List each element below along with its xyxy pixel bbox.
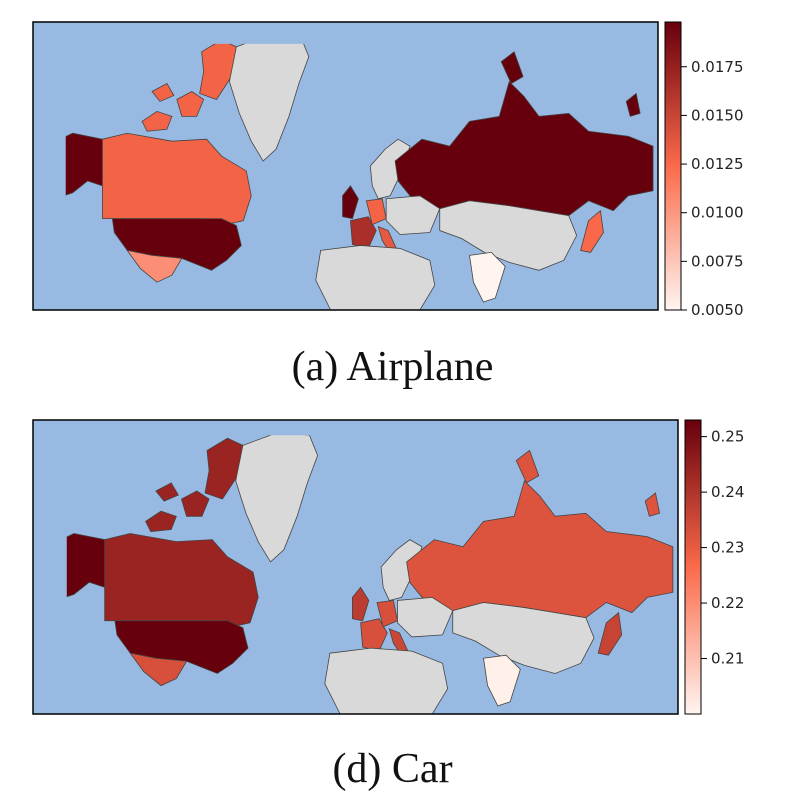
colorbar-tick-label: 0.0125 [691,155,744,173]
country-china [439,200,578,271]
country-canada-2 [180,490,210,517]
country-mexico [129,652,188,687]
country-alaska [66,533,106,598]
country-greenland [229,43,310,162]
panel-airplane: 0.0050 0.0075 0.0100 0.0125 0.0150 0.0175 (a)… [32,21,744,390]
country-mexico [126,249,183,283]
caption-car: (d) Car [332,746,453,792]
country-canada-4 [151,83,175,102]
country-europe-other [385,195,441,235]
colorbar-tick-label: 0.0175 [691,58,744,76]
country-canada-3 [199,43,237,100]
colorbar-tick-label: 0.0100 [691,204,744,222]
country-canada-2 [176,91,205,117]
country-japan [580,209,604,253]
country-japan [597,611,623,656]
country-uk [342,185,359,220]
country-china [452,602,595,674]
panel-car: 0.21 0.22 0.23 0.24 0.25 (d) Car [0,405,800,800]
country-india [483,654,521,707]
map-area-a [32,21,659,311]
colorbar-tick-label: 0.23 [711,539,744,557]
colorbar-d: 0.21 0.22 0.23 0.24 0.25 [684,419,744,715]
country-france [360,618,388,652]
country-canada-1 [141,110,173,132]
country-usa [111,218,242,271]
colorbar-tick-label: 0.0050 [691,301,744,319]
map-area-d [32,419,679,715]
country-africa [315,245,436,311]
caption-airplane: (a) Airplane [291,344,494,390]
colorbar-gradient [684,419,702,715]
colorbar-a: 0.0050 0.0075 0.0100 0.0125 0.0150 0.0175 [664,21,744,319]
country-russia-2 [644,492,661,517]
country-greenland [235,435,319,563]
colorbar-tick-label: 0.21 [711,650,744,668]
colorbar-tick-label: 0.24 [711,483,744,501]
colorbar-tick-label: 0.22 [711,594,744,612]
country-canada-3 [204,437,244,500]
map-frame [32,21,659,311]
country-alaska [65,132,103,196]
country-canada-4 [155,482,179,502]
map-frame [32,419,679,715]
country-usa [114,620,249,674]
country-europe-other [397,597,454,638]
country-canada-1 [145,510,177,532]
country-uk [352,586,370,622]
country-russia-1 [515,449,540,484]
car-map-figure: 0.21 0.22 0.23 0.24 0.25 [32,419,744,715]
airplane-map-figure: 0.0050 0.0075 0.0100 0.0125 0.0150 0.0175 [32,21,744,319]
country-russia-2 [625,92,641,117]
colorbar-tick-label: 0.25 [711,428,744,446]
country-africa [324,647,449,715]
country-france [350,216,377,249]
colorbar-gradient [664,21,682,311]
country-russia-1 [500,51,524,85]
colorbar-tick-label: 0.0150 [691,106,744,124]
country-india [469,251,506,303]
colorbar-tick-label: 0.0075 [691,252,744,270]
